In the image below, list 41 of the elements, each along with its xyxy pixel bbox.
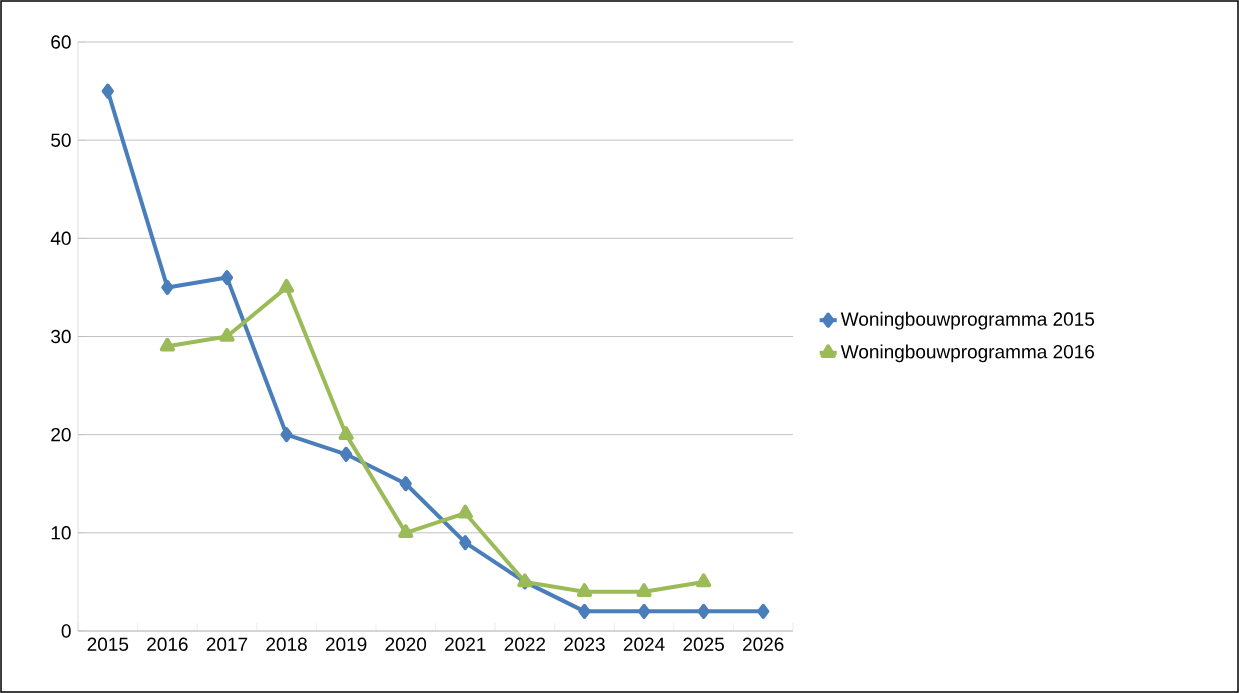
point <box>696 573 712 588</box>
x-tick-label: 2020 <box>385 637 427 651</box>
x-tick-label: 2026 <box>743 637 784 651</box>
x-tick-label: 2015 <box>87 637 129 651</box>
point <box>340 446 353 462</box>
point <box>338 426 354 440</box>
x-tick-label: 2025 <box>683 637 724 651</box>
point <box>697 603 710 619</box>
y-tick-label: 10 <box>51 526 71 540</box>
point <box>219 327 235 342</box>
x-tick-label: 2024 <box>623 637 665 651</box>
legend-label: Woningbouwprogramma 2016 <box>840 344 1095 363</box>
point <box>399 476 412 492</box>
point <box>101 83 114 99</box>
point <box>161 279 174 295</box>
y-tick-label: 20 <box>51 427 71 442</box>
y-tick-label: 60 <box>51 35 71 49</box>
y-tick-label: 50 <box>51 133 71 147</box>
x-tick-label: 2022 <box>504 637 546 651</box>
point <box>280 427 293 443</box>
legend-label: Woningbouwprogramma 2015 <box>840 311 1095 330</box>
point <box>457 504 473 519</box>
y-tick-label: 0 <box>61 624 71 638</box>
x-tick-label: 2016 <box>147 637 188 651</box>
point <box>220 270 234 286</box>
point <box>757 603 770 619</box>
x-tick-label: 2023 <box>564 637 605 651</box>
point <box>459 535 472 551</box>
y-tick-label: 40 <box>50 231 71 246</box>
x-tick-label: 2019 <box>325 637 367 651</box>
point <box>159 337 176 352</box>
x-tick-label: 2021 <box>445 637 486 651</box>
point <box>637 603 651 619</box>
point <box>398 524 414 539</box>
x-tick-label: 2018 <box>266 637 307 651</box>
x-tick-label: 2017 <box>206 637 248 651</box>
point <box>278 278 295 293</box>
point <box>576 583 593 597</box>
y-tick-label: 30 <box>51 329 71 344</box>
point <box>636 583 652 597</box>
point <box>578 603 591 619</box>
